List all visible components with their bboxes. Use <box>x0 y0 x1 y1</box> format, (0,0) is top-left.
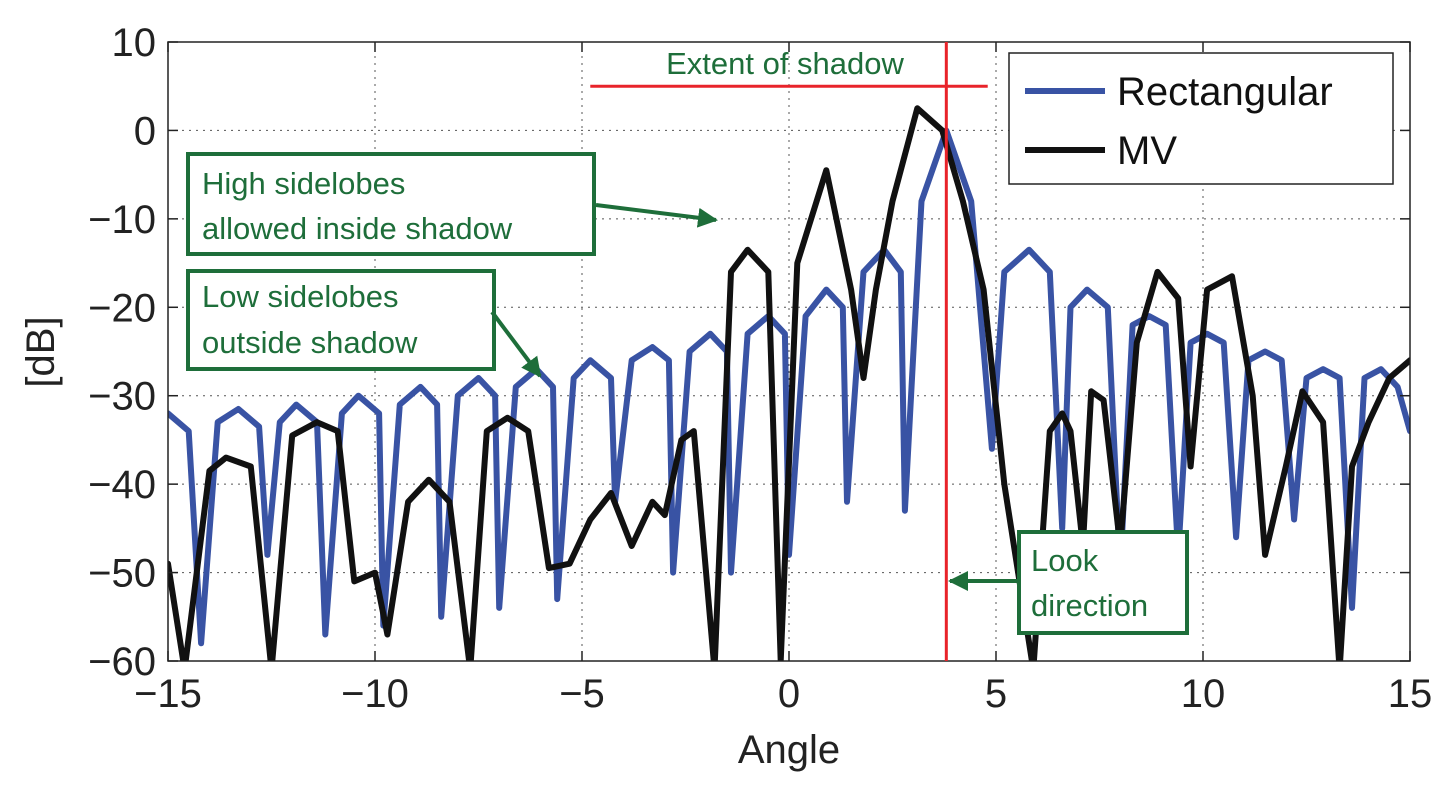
y-tick-label: −30 <box>88 375 156 419</box>
annotation-low-sidelobes-arrow <box>490 310 542 378</box>
x-axis-label: Angle <box>738 728 840 772</box>
y-tick-label: −60 <box>88 640 156 684</box>
y-tick-label: −40 <box>88 463 156 507</box>
annotation-low-sidelobes-line2: outside shadow <box>202 325 418 360</box>
y-tick-label: −50 <box>88 552 156 596</box>
y-tick-label: −20 <box>88 286 156 330</box>
y-tick-label: 0 <box>134 109 156 153</box>
annotation-look-direction-box <box>1017 530 1189 635</box>
annotation-low-sidelobes-box <box>186 269 496 371</box>
x-tick-label: 15 <box>1388 672 1433 716</box>
legend: Rectangular MV <box>1008 52 1394 185</box>
legend-box <box>1008 52 1394 185</box>
x-tick-label: 10 <box>1181 672 1226 716</box>
y-tick-label: 10 <box>112 21 157 65</box>
annotation-high-sidelobes: High sidelobes allowed inside shadow <box>186 152 718 256</box>
annotation-look-direction-line1: Look <box>1031 543 1099 578</box>
x-tick-label: −10 <box>341 672 409 716</box>
series-line-mv <box>168 105 1410 661</box>
series-line-rectangular <box>168 127 1410 647</box>
x-tick-label: 0 <box>778 672 800 716</box>
annotation-high-sidelobes-arrow <box>595 203 718 228</box>
legend-label-rectangular: Rectangular <box>1117 70 1333 114</box>
annotation-low-sidelobes: Low sidelobes outside shadow <box>186 269 542 378</box>
annotation-low-sidelobes-line1: Low sidelobes <box>202 279 398 314</box>
annotation-look-direction-line2: direction <box>1031 588 1148 623</box>
annotation-high-sidelobes-line1: High sidelobes <box>202 166 405 201</box>
annotation-high-sidelobes-box <box>186 152 596 256</box>
x-tick-label: 5 <box>985 672 1007 716</box>
annotation-high-sidelobes-line2: allowed inside shadow <box>202 211 513 246</box>
legend-label-mv: MV <box>1117 129 1177 173</box>
x-tick-label: −5 <box>559 672 605 716</box>
series-layer <box>168 105 1410 661</box>
extent-of-shadow-label: Extent of shadow <box>666 46 904 81</box>
ticks <box>167 41 1411 662</box>
annotation-look-direction: Look direction <box>948 530 1189 635</box>
y-tick-label: −10 <box>88 198 156 242</box>
y-axis-label: [dB] <box>19 316 63 387</box>
x-tick-label: −15 <box>134 672 202 716</box>
